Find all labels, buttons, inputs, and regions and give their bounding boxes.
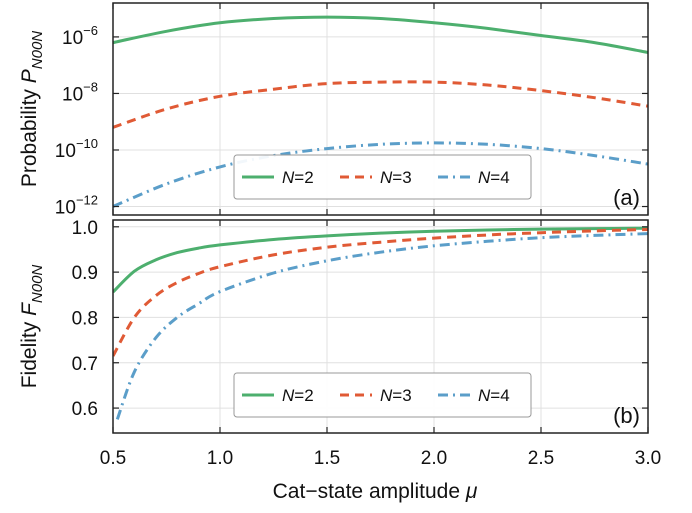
panel-b-fidelity: N=2 N=3 N=4(b)0.60.70.80.91.00.5 1.0 1.5 2.0 2… <box>72 218 662 469</box>
legend-label-value: =2 <box>294 168 313 187</box>
legend-label-value: =3 <box>392 386 411 405</box>
y-tick-label: 0.7 <box>72 354 98 375</box>
legend-label-symbol: N <box>380 386 393 405</box>
y-tick-label: 10−6 <box>62 23 98 49</box>
y-tick-label-base: 10 <box>55 141 76 162</box>
legend-label-symbol: N <box>478 386 491 405</box>
y-tick-label-exponent: −10 <box>76 136 98 151</box>
legend-label-value: =3 <box>392 168 411 187</box>
x-axis-label: Cat−state amplitude μ <box>273 480 478 503</box>
x-tick-label: 2.0 <box>421 448 447 469</box>
legend-label-N=2: N=2 <box>282 168 314 187</box>
legend-label-N=4: N=4 <box>478 168 510 187</box>
series-line-N=3 <box>113 228 648 357</box>
y-tick-label: 1.0 <box>72 218 98 239</box>
y-axis-label-subscript: N00N <box>29 31 46 70</box>
series-line-N=3 <box>113 80 648 129</box>
legend-label-N=3: N=3 <box>380 168 412 187</box>
y-tick-label: 0.8 <box>72 308 98 329</box>
legend-label-value: =2 <box>294 386 313 405</box>
x-tick-label: 2.5 <box>528 448 554 469</box>
y-axis-label-word: Fidelity <box>18 316 41 388</box>
panel-label: (b) <box>613 403 640 428</box>
y-tick-label-exponent: −8 <box>83 79 98 94</box>
y-tick-label-base: 10 <box>62 28 83 49</box>
x-axis-label-symbol: μ <box>465 480 478 503</box>
y-tick-label: 10−8 <box>62 79 98 105</box>
y-axis-label-symbol: F <box>18 302 41 316</box>
panel-label: (a) <box>613 185 640 210</box>
series-line-N=4 <box>115 232 648 420</box>
legend-label-N=2: N=2 <box>282 386 314 405</box>
y-tick-label: 0.6 <box>72 399 98 420</box>
legend-label-value: =4 <box>490 168 509 187</box>
x-tick-label: 3.0 <box>635 448 661 469</box>
y-tick-label-exponent: −6 <box>83 23 98 38</box>
legend-box <box>233 372 532 418</box>
y-tick-label-base: 10 <box>55 198 76 219</box>
series-group <box>113 226 648 420</box>
y-axis-label-probability: Probability PN00N <box>18 31 46 187</box>
x-axis-label-text: Cat−state amplitude <box>273 480 460 503</box>
series-group <box>113 15 648 208</box>
ticks <box>112 3 649 215</box>
plot-frame <box>112 2 649 216</box>
y-tick-label: 10−10 <box>55 136 98 162</box>
y-tick-label-exponent: −12 <box>76 193 98 208</box>
y-axis-label-word: Probability <box>18 83 41 187</box>
legend: N=2 N=3 N=4 <box>233 372 532 418</box>
x-tick-labels: 0.5 1.0 1.5 2.0 2.5 3.0 <box>100 448 661 469</box>
series-line-N=2 <box>113 226 648 294</box>
legend-box <box>233 154 532 200</box>
series-line-N=4 <box>113 141 648 208</box>
y-tick-label-base: 10 <box>62 84 83 105</box>
legend-label-symbol: N <box>380 168 393 187</box>
ticks <box>112 220 649 433</box>
y-tick-labels: 0.6 0.7 0.8 0.9 1.0 <box>72 218 98 420</box>
y-axis-label-text: Probability PN00N <box>18 31 46 187</box>
legend: N=2 N=3 N=4 <box>233 154 532 200</box>
legend-label-N=3: N=3 <box>380 386 412 405</box>
y-tick-label: 0.9 <box>72 263 98 284</box>
legend-label-symbol: N <box>478 168 491 187</box>
y-axis-label-subscript: N00N <box>29 265 46 304</box>
legend-label-symbol: N <box>282 386 295 405</box>
series-line-N=2 <box>113 15 648 54</box>
y-axis-label-text: Fidelity FN00N <box>18 265 46 389</box>
plot-frame <box>112 219 649 434</box>
y-axis-label-symbol: P <box>18 69 41 83</box>
x-tick-label: 0.5 <box>100 448 126 469</box>
legend-label-N=4: N=4 <box>478 386 510 405</box>
x-tick-label: 1.0 <box>207 448 233 469</box>
y-axis-label-fidelity: Fidelity FN00N <box>18 265 46 389</box>
y-tick-label: 10−12 <box>55 193 98 219</box>
x-tick-label: 1.5 <box>314 448 340 469</box>
legend-label-value: =4 <box>490 386 509 405</box>
legend-label-symbol: N <box>282 168 295 187</box>
